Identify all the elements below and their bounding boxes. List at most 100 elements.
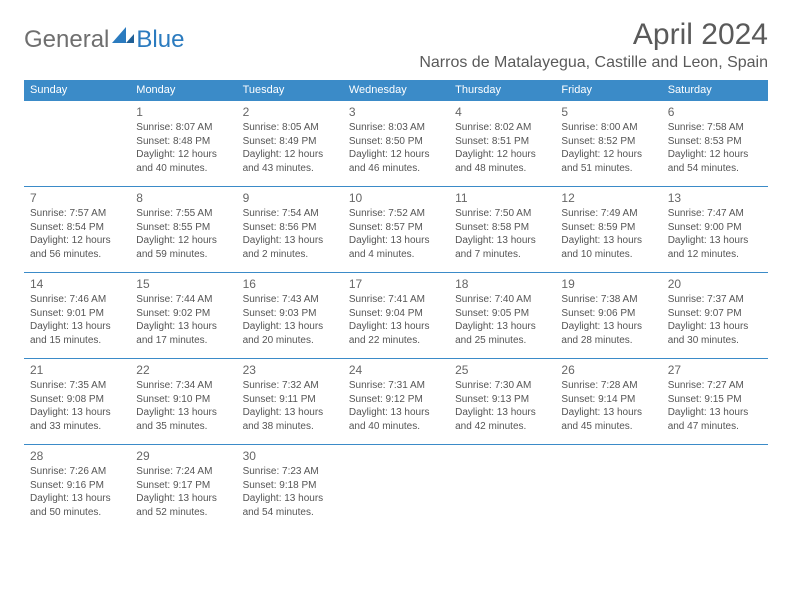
daylight-text: Daylight: 13 hours xyxy=(243,492,337,506)
sunset-text: Sunset: 9:15 PM xyxy=(668,393,762,407)
location-title: Narros de Matalayegua, Castille and Leon… xyxy=(419,54,768,72)
daylight-text: and 7 minutes. xyxy=(455,248,549,262)
sunrise-text: Sunrise: 8:02 AM xyxy=(455,121,549,135)
daylight-text: Daylight: 13 hours xyxy=(561,320,655,334)
daylight-text: Daylight: 13 hours xyxy=(30,492,124,506)
day-number: 25 xyxy=(455,362,549,378)
daylight-text: Daylight: 13 hours xyxy=(668,406,762,420)
sunset-text: Sunset: 8:49 PM xyxy=(243,135,337,149)
weekday-header: Wednesday xyxy=(343,80,449,101)
daylight-text: Daylight: 13 hours xyxy=(455,234,549,248)
daylight-text: Daylight: 13 hours xyxy=(349,406,443,420)
calendar-empty-cell xyxy=(24,101,130,187)
daylight-text: Daylight: 12 hours xyxy=(136,234,230,248)
daylight-text: Daylight: 12 hours xyxy=(668,148,762,162)
daylight-text: Daylight: 13 hours xyxy=(561,234,655,248)
daylight-text: and 50 minutes. xyxy=(30,506,124,520)
calendar-day-cell: 15Sunrise: 7:44 AMSunset: 9:02 PMDayligh… xyxy=(130,273,236,359)
sunset-text: Sunset: 9:13 PM xyxy=(455,393,549,407)
day-number: 10 xyxy=(349,190,443,206)
sunset-text: Sunset: 9:08 PM xyxy=(30,393,124,407)
day-number: 16 xyxy=(243,276,337,292)
day-number: 7 xyxy=(30,190,124,206)
calendar-day-cell: 6Sunrise: 7:58 AMSunset: 8:53 PMDaylight… xyxy=(662,101,768,187)
sunset-text: Sunset: 9:07 PM xyxy=(668,307,762,321)
calendar-week-row: 28Sunrise: 7:26 AMSunset: 9:16 PMDayligh… xyxy=(24,445,768,531)
sunrise-text: Sunrise: 7:27 AM xyxy=(668,379,762,393)
calendar-body: 1Sunrise: 8:07 AMSunset: 8:48 PMDaylight… xyxy=(24,101,768,531)
daylight-text: and 59 minutes. xyxy=(136,248,230,262)
sunrise-text: Sunrise: 7:54 AM xyxy=(243,207,337,221)
calendar-empty-cell xyxy=(343,445,449,531)
weekday-header: Sunday xyxy=(24,80,130,101)
calendar-week-row: 7Sunrise: 7:57 AMSunset: 8:54 PMDaylight… xyxy=(24,187,768,273)
weekday-header: Saturday xyxy=(662,80,768,101)
daylight-text: Daylight: 12 hours xyxy=(30,234,124,248)
calendar-day-cell: 23Sunrise: 7:32 AMSunset: 9:11 PMDayligh… xyxy=(237,359,343,445)
daylight-text: and 54 minutes. xyxy=(668,162,762,176)
day-number: 3 xyxy=(349,104,443,120)
day-number: 8 xyxy=(136,190,230,206)
sunset-text: Sunset: 8:53 PM xyxy=(668,135,762,149)
daylight-text: Daylight: 13 hours xyxy=(243,320,337,334)
sunrise-text: Sunrise: 7:30 AM xyxy=(455,379,549,393)
calendar-day-cell: 26Sunrise: 7:28 AMSunset: 9:14 PMDayligh… xyxy=(555,359,661,445)
calendar-day-cell: 14Sunrise: 7:46 AMSunset: 9:01 PMDayligh… xyxy=(24,273,130,359)
day-number: 15 xyxy=(136,276,230,292)
weekday-header: Tuesday xyxy=(237,80,343,101)
daylight-text: and 46 minutes. xyxy=(349,162,443,176)
sunset-text: Sunset: 8:59 PM xyxy=(561,221,655,235)
sunset-text: Sunset: 9:11 PM xyxy=(243,393,337,407)
calendar-day-cell: 28Sunrise: 7:26 AMSunset: 9:16 PMDayligh… xyxy=(24,445,130,531)
day-number: 24 xyxy=(349,362,443,378)
daylight-text: Daylight: 13 hours xyxy=(455,320,549,334)
sunrise-text: Sunrise: 7:35 AM xyxy=(30,379,124,393)
daylight-text: and 28 minutes. xyxy=(561,334,655,348)
daylight-text: and 12 minutes. xyxy=(668,248,762,262)
sunset-text: Sunset: 9:03 PM xyxy=(243,307,337,321)
calendar-day-cell: 8Sunrise: 7:55 AMSunset: 8:55 PMDaylight… xyxy=(130,187,236,273)
calendar-day-cell: 9Sunrise: 7:54 AMSunset: 8:56 PMDaylight… xyxy=(237,187,343,273)
day-number: 6 xyxy=(668,104,762,120)
day-number: 21 xyxy=(30,362,124,378)
calendar-day-cell: 21Sunrise: 7:35 AMSunset: 9:08 PMDayligh… xyxy=(24,359,130,445)
daylight-text: and 56 minutes. xyxy=(30,248,124,262)
calendar-week-row: 1Sunrise: 8:07 AMSunset: 8:48 PMDaylight… xyxy=(24,101,768,187)
sunrise-text: Sunrise: 7:58 AM xyxy=(668,121,762,135)
calendar-day-cell: 4Sunrise: 8:02 AMSunset: 8:51 PMDaylight… xyxy=(449,101,555,187)
daylight-text: and 35 minutes. xyxy=(136,420,230,434)
calendar-day-cell: 22Sunrise: 7:34 AMSunset: 9:10 PMDayligh… xyxy=(130,359,236,445)
sunrise-text: Sunrise: 7:46 AM xyxy=(30,293,124,307)
sunrise-text: Sunrise: 7:55 AM xyxy=(136,207,230,221)
daylight-text: and 22 minutes. xyxy=(349,334,443,348)
daylight-text: and 30 minutes. xyxy=(668,334,762,348)
daylight-text: and 43 minutes. xyxy=(243,162,337,176)
daylight-text: and 51 minutes. xyxy=(561,162,655,176)
sunset-text: Sunset: 8:50 PM xyxy=(349,135,443,149)
logo-triangle-icon xyxy=(112,27,134,43)
daylight-text: Daylight: 13 hours xyxy=(668,320,762,334)
weekday-header: Thursday xyxy=(449,80,555,101)
sunset-text: Sunset: 8:48 PM xyxy=(136,135,230,149)
day-number: 11 xyxy=(455,190,549,206)
day-number: 18 xyxy=(455,276,549,292)
day-number: 28 xyxy=(30,448,124,464)
sunrise-text: Sunrise: 7:26 AM xyxy=(30,465,124,479)
day-number: 1 xyxy=(136,104,230,120)
daylight-text: and 45 minutes. xyxy=(561,420,655,434)
logo-text-blue: Blue xyxy=(136,26,184,54)
day-number: 27 xyxy=(668,362,762,378)
daylight-text: Daylight: 13 hours xyxy=(30,320,124,334)
sunset-text: Sunset: 9:14 PM xyxy=(561,393,655,407)
daylight-text: Daylight: 13 hours xyxy=(30,406,124,420)
daylight-text: and 54 minutes. xyxy=(243,506,337,520)
day-number: 4 xyxy=(455,104,549,120)
sunrise-text: Sunrise: 8:03 AM xyxy=(349,121,443,135)
sunset-text: Sunset: 8:57 PM xyxy=(349,221,443,235)
sunset-text: Sunset: 9:17 PM xyxy=(136,479,230,493)
daylight-text: Daylight: 12 hours xyxy=(243,148,337,162)
header: General Blue April 2024 Narros de Matala… xyxy=(24,18,768,72)
sunrise-text: Sunrise: 7:43 AM xyxy=(243,293,337,307)
daylight-text: and 15 minutes. xyxy=(30,334,124,348)
day-number: 17 xyxy=(349,276,443,292)
